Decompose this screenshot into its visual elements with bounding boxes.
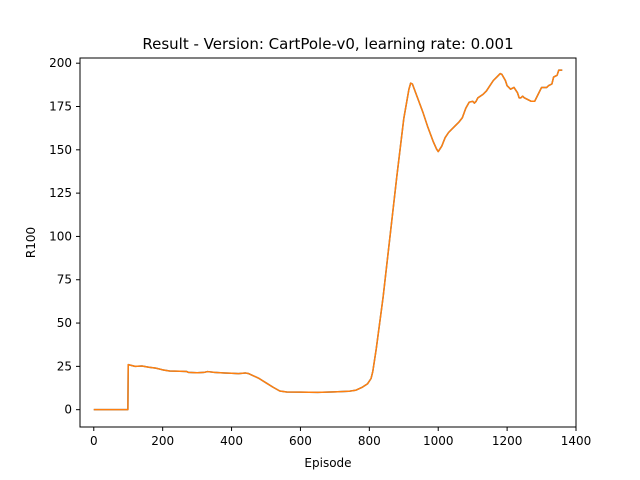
series-line-underlay xyxy=(93,69,563,411)
y-tick-label: 175 xyxy=(49,100,72,114)
x-tick-label: 400 xyxy=(220,434,243,448)
x-tick-label: 1200 xyxy=(492,434,523,448)
x-tick-label: 0 xyxy=(90,434,98,448)
y-tick-label: 75 xyxy=(57,273,72,287)
y-tick-label: 200 xyxy=(49,56,72,70)
plot-frame xyxy=(79,57,577,428)
chart-title: Result - Version: CartPole-v0, learning … xyxy=(142,35,513,53)
x-axis: 0 200 400 600 800 1000 1200 1400 xyxy=(90,427,591,448)
series-line xyxy=(93,69,563,411)
y-tick-label: 25 xyxy=(57,359,72,373)
plot-area xyxy=(93,69,563,411)
x-tick-label: 1400 xyxy=(561,434,592,448)
y-tick-label: 50 xyxy=(57,316,72,330)
x-tick-label: 800 xyxy=(358,434,381,448)
x-tick-label: 1000 xyxy=(423,434,454,448)
y-axis: 0 25 50 75 100 125 150 175 200 xyxy=(49,56,80,417)
y-tick-label: 125 xyxy=(49,186,72,200)
x-tick-label: 200 xyxy=(151,434,174,448)
x-tick-label: 600 xyxy=(289,434,312,448)
y-tick-label: 100 xyxy=(49,229,72,243)
y-axis-label: R100 xyxy=(24,227,38,258)
x-axis-label: Episode xyxy=(304,456,351,470)
y-tick-label: 0 xyxy=(64,403,72,417)
y-tick-label: 150 xyxy=(49,143,72,157)
